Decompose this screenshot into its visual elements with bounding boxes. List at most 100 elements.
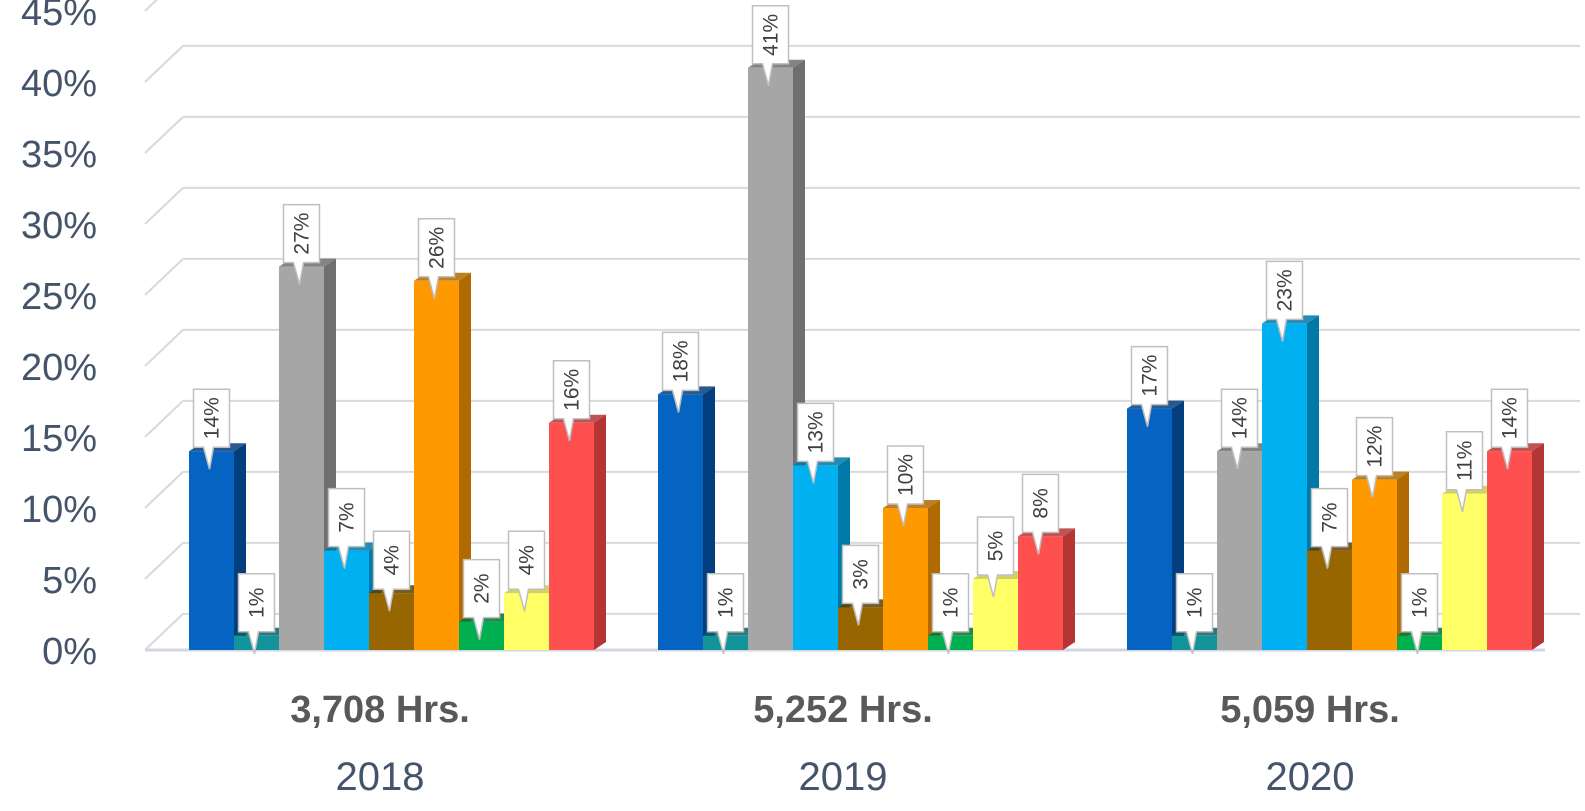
bar — [1352, 479, 1397, 650]
data-label-box — [1445, 431, 1484, 512]
data-label-box — [841, 544, 880, 626]
data-label: 27% — [291, 213, 314, 255]
category-hours-label: 5,059 Hrs. — [1220, 689, 1400, 731]
gridline-diagonal — [144, 471, 184, 509]
bar — [1307, 550, 1352, 650]
y-tick-label: 30% — [21, 205, 97, 247]
bar — [1217, 451, 1262, 650]
data-label: 3% — [850, 559, 873, 589]
bar — [324, 550, 369, 650]
gridline-diagonal — [144, 0, 159, 12]
bar — [1442, 493, 1487, 650]
data-label: 4% — [381, 545, 404, 575]
data-label-callout: 1% — [931, 573, 970, 654]
bar — [1018, 536, 1063, 650]
data-label-callout: 10% — [886, 445, 925, 527]
category-year-label: 2019 — [799, 755, 888, 799]
x-axis-categories: 3,708 Hrs. 2018 5,252 Hrs. 2019 5,059 Hrs. 20… — [290, 689, 1400, 799]
data-label: 1% — [246, 588, 269, 618]
data-label-box — [706, 573, 745, 654]
data-label-box — [751, 5, 790, 86]
data-label-box — [192, 388, 231, 470]
data-label-callout: 17% — [1130, 345, 1169, 427]
data-label: 16% — [561, 369, 584, 411]
y-tick-label: 20% — [21, 347, 97, 389]
gridline-diagonal — [144, 400, 184, 438]
data-label-callout: 8% — [1021, 473, 1060, 555]
data-label-box — [1490, 388, 1529, 470]
data-label-callout: 23% — [1265, 260, 1304, 342]
data-label-callout: 18% — [661, 331, 700, 413]
data-label-callout: 26% — [417, 218, 456, 299]
data-label: 10% — [895, 454, 918, 496]
gridline-diagonal — [144, 258, 184, 296]
data-label-callout: 3% — [841, 544, 880, 626]
data-label: 14% — [1499, 397, 1522, 439]
bar — [658, 394, 703, 650]
data-label-callout: 5% — [976, 516, 1015, 598]
data-label-callout: 1% — [237, 573, 276, 654]
data-label-box — [796, 402, 835, 484]
data-label-box — [1021, 473, 1060, 555]
data-label-callout: 11% — [1445, 431, 1484, 512]
data-label-callout: 16% — [552, 360, 591, 441]
bar-side — [594, 414, 606, 650]
data-label-box — [661, 331, 700, 413]
data-label-box — [507, 530, 546, 612]
data-label-box — [1310, 487, 1349, 569]
data-label: 13% — [805, 411, 828, 453]
data-label-callout: 1% — [706, 573, 745, 654]
data-label: 12% — [1364, 426, 1387, 468]
data-label-callout: 14% — [192, 388, 231, 470]
data-label: 17% — [1139, 355, 1162, 397]
gridline-diagonal — [144, 187, 184, 225]
data-label: 14% — [201, 397, 224, 439]
y-tick-label: 10% — [21, 489, 97, 531]
y-tick-label: 40% — [21, 63, 97, 105]
data-label: 7% — [336, 502, 359, 532]
gridline-diagonal — [144, 116, 184, 154]
data-label-callout: 1% — [1400, 573, 1439, 654]
data-label: 2% — [471, 573, 494, 603]
category-hours-label: 3,708 Hrs. — [290, 689, 470, 731]
data-label-box — [1355, 416, 1394, 498]
data-label: 14% — [1229, 397, 1252, 439]
data-label-box — [1175, 573, 1214, 654]
data-label: 11% — [1454, 441, 1477, 481]
gridline-diagonal — [144, 45, 184, 83]
y-axis-ticks: 0% 5% 10% 15% 20% 25% 30% 35% 40% 45% — [21, 0, 97, 673]
data-label-box — [237, 573, 276, 654]
data-label: 1% — [715, 588, 738, 618]
data-label: 26% — [426, 227, 449, 269]
data-label-callout: 14% — [1490, 388, 1529, 470]
data-label: 8% — [1030, 488, 1053, 518]
bar — [973, 579, 1018, 650]
data-label-callout: 7% — [327, 487, 366, 569]
bar — [1262, 323, 1307, 650]
data-label: 41% — [760, 14, 783, 56]
data-label-box — [931, 573, 970, 654]
bar — [279, 266, 324, 650]
gridline-diagonal — [144, 613, 184, 651]
data-label-box — [462, 558, 501, 640]
bar — [748, 67, 793, 651]
data-label-box — [1400, 573, 1439, 654]
y-tick-label: 15% — [21, 418, 97, 460]
data-label-callout: 2% — [462, 558, 501, 640]
bar-side — [1532, 443, 1544, 650]
data-label-box — [1130, 345, 1169, 427]
data-label-box — [1265, 260, 1304, 342]
bars — [189, 59, 1544, 651]
data-label-callout: 1% — [1175, 573, 1214, 654]
gridline-diagonal — [144, 542, 184, 580]
gridline-diagonal — [144, 329, 184, 367]
data-label: 18% — [670, 340, 693, 382]
bar — [883, 508, 928, 650]
data-label-callout: 41% — [751, 5, 790, 86]
data-label: 1% — [1184, 588, 1207, 618]
data-label-box — [372, 530, 411, 612]
y-tick-label: 5% — [42, 560, 97, 602]
data-label: 4% — [516, 545, 539, 575]
